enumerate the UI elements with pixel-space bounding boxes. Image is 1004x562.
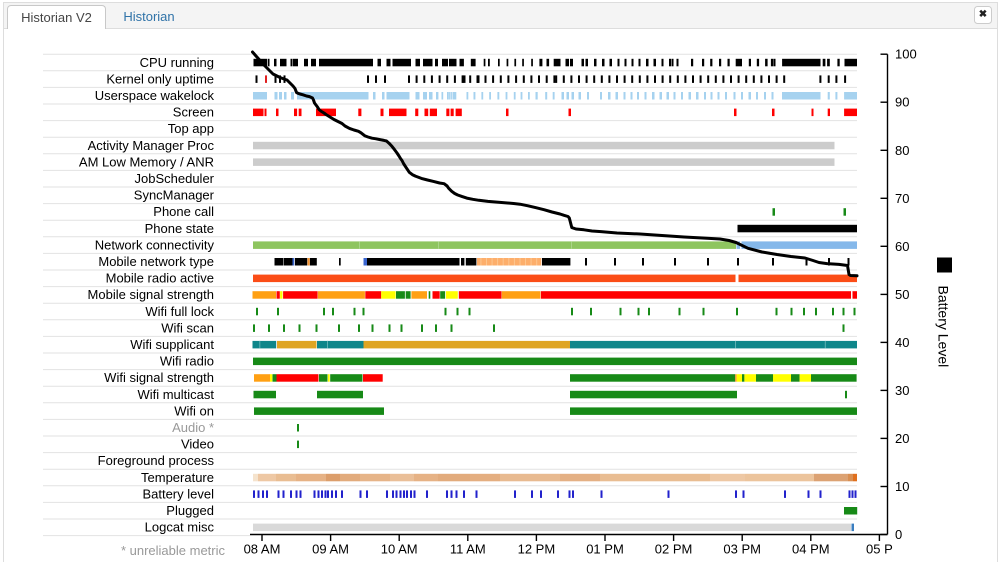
svg-text:Mobile radio active: Mobile radio active [106,271,214,286]
svg-text:* unreliable metric: * unreliable metric [121,543,226,558]
svg-text:Wifi full lock: Wifi full lock [145,304,214,319]
svg-text:09 AM: 09 AM [312,542,349,557]
svg-text:Wifi radio: Wifi radio [160,354,214,369]
svg-text:CPU running: CPU running [140,55,214,70]
svg-text:80: 80 [895,143,909,158]
svg-text:01 PM: 01 PM [586,542,624,557]
svg-text:Userspace wakelock: Userspace wakelock [95,88,215,103]
svg-text:Logcat misc: Logcat misc [145,520,215,535]
svg-text:Battery level: Battery level [142,486,214,501]
svg-text:Network connectivity: Network connectivity [95,237,215,252]
svg-text:11 AM: 11 AM [450,542,486,557]
svg-text:Phone call: Phone call [153,204,214,219]
svg-text:20: 20 [895,431,909,446]
svg-text:Wifi multicast: Wifi multicast [137,387,214,402]
svg-text:90: 90 [895,95,909,110]
svg-text:Screen: Screen [173,105,214,120]
svg-text:70: 70 [895,191,909,206]
svg-text:60: 60 [895,239,909,254]
svg-text:05 P: 05 P [866,542,893,557]
svg-text:Phone state: Phone state [145,221,214,236]
svg-text:100: 100 [895,47,917,62]
svg-text:10 AM: 10 AM [381,542,418,557]
svg-text:50: 50 [895,287,909,302]
svg-text:Wifi scan: Wifi scan [161,320,214,335]
svg-text:03 PM: 03 PM [723,542,761,557]
svg-text:30: 30 [895,383,909,398]
svg-text:Temperature: Temperature [141,470,214,485]
svg-text:Audio *: Audio * [172,420,214,435]
svg-text:JobScheduler: JobScheduler [135,171,215,186]
svg-text:Battery Level: Battery Level [936,286,952,368]
svg-text:Wifi on: Wifi on [174,403,214,418]
svg-text:Mobile signal strength: Mobile signal strength [88,287,214,302]
svg-text:Wifi signal strength: Wifi signal strength [104,370,214,385]
svg-text:08 AM: 08 AM [244,542,281,557]
svg-text:Wifi supplicant: Wifi supplicant [130,337,214,352]
svg-text:0: 0 [895,527,902,542]
svg-text:02 PM: 02 PM [655,542,693,557]
svg-text:Top app: Top app [168,121,214,136]
svg-text:Activity Manager Proc: Activity Manager Proc [88,138,215,153]
svg-text:Foreground process: Foreground process [98,453,215,468]
svg-text:04 PM: 04 PM [792,542,830,557]
svg-text:Mobile network type: Mobile network type [98,254,214,269]
svg-text:10: 10 [895,479,909,494]
svg-text:Kernel only uptime: Kernel only uptime [106,71,214,86]
svg-text:Video: Video [181,437,214,452]
svg-text:40: 40 [895,335,909,350]
svg-text:AM Low Memory / ANR: AM Low Memory / ANR [79,154,214,169]
svg-text:SyncManager: SyncManager [134,188,215,203]
svg-text:Plugged: Plugged [166,503,214,518]
svg-text:12 PM: 12 PM [518,542,556,557]
